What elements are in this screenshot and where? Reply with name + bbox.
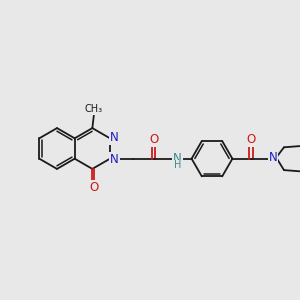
Text: O: O [247, 133, 256, 146]
Text: CH₃: CH₃ [85, 104, 103, 115]
Text: N: N [110, 130, 118, 144]
Text: N: N [268, 151, 277, 164]
Text: H: H [173, 160, 181, 170]
Text: N: N [110, 153, 118, 166]
Text: O: O [89, 181, 98, 194]
Text: N: N [173, 152, 182, 165]
Text: O: O [149, 133, 158, 146]
